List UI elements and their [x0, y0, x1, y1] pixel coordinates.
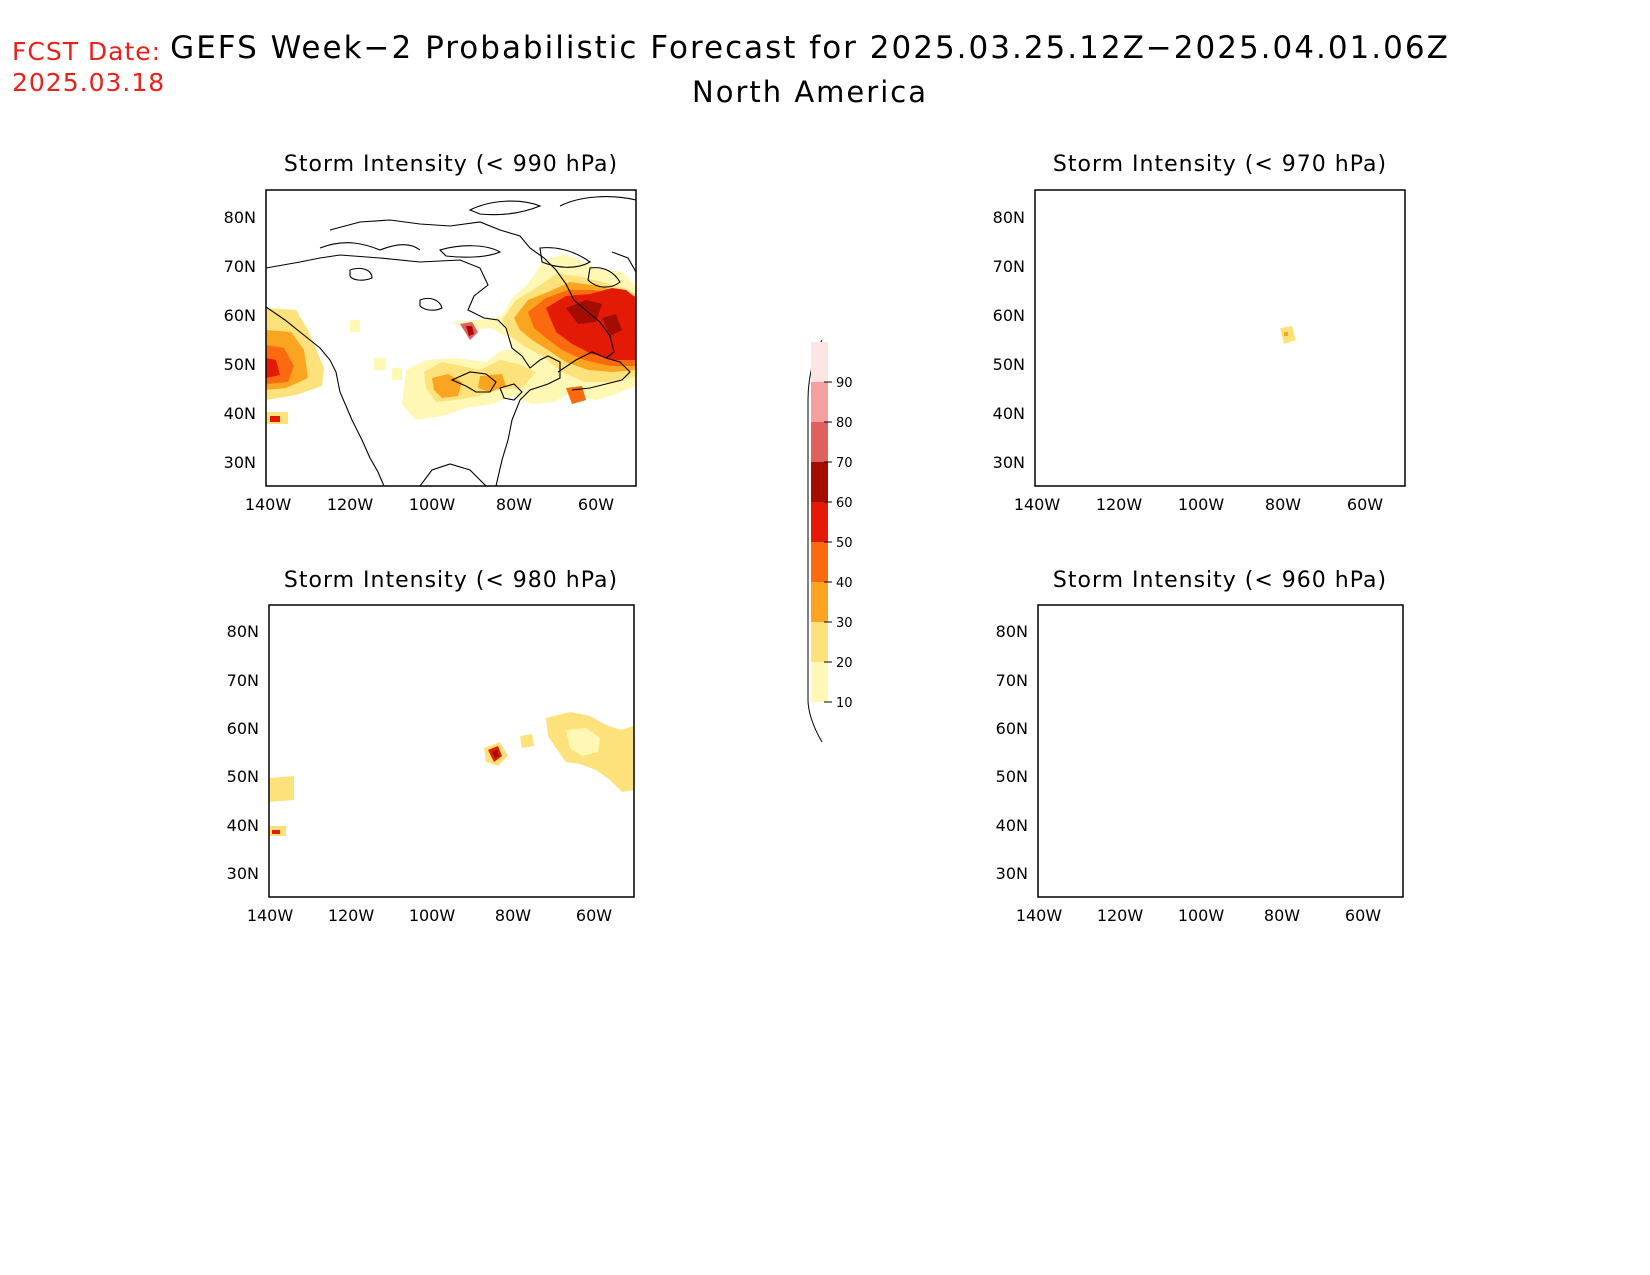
- panel-title-990: Storm Intensity (< 990 hPa): [284, 152, 618, 177]
- lat-tick: 40N: [224, 404, 256, 423]
- lat-tick: 60N: [993, 306, 1025, 325]
- colorbar-label: 80: [836, 416, 853, 431]
- colorbar-label: 50: [836, 536, 853, 551]
- lat-tick: 70N: [996, 671, 1028, 690]
- probability-shading-990: [266, 254, 636, 424]
- axis-ticks-990: 80N 70N 60N 50N 40N 30N 140W 120W 100W 8…: [224, 208, 615, 514]
- colorbar-swatch: [811, 502, 828, 542]
- colorbar-swatch: [811, 422, 828, 462]
- panel-title-970: Storm Intensity (< 970 hPa): [1053, 152, 1387, 177]
- lon-tick: 80W: [1265, 495, 1301, 514]
- panel-980: Storm Intensity (< 980 hPa): [227, 568, 635, 925]
- lon-tick: 80W: [1264, 906, 1300, 925]
- lat-tick: 70N: [227, 671, 259, 690]
- region-subtitle: North America: [692, 75, 928, 109]
- lat-tick: 80N: [993, 208, 1025, 227]
- lat-tick: 70N: [993, 257, 1025, 276]
- colorbar-label: 40: [836, 576, 853, 591]
- colorbar-label: 10: [836, 696, 853, 711]
- map-frame-990: [265, 189, 637, 487]
- lat-tick: 70N: [224, 257, 256, 276]
- colorbar-swatch: [811, 622, 828, 662]
- colorbar-swatch: [811, 662, 828, 702]
- colorbar: 10 20 30 40 50 60 70 80 90: [807, 339, 853, 743]
- axis-ticks-970: 80N 70N 60N 50N 40N 30N 140W 120W 100W 8…: [993, 208, 1384, 514]
- lat-tick: 30N: [996, 864, 1028, 883]
- lon-tick: 60W: [1345, 906, 1381, 925]
- lat-tick: 80N: [227, 622, 259, 641]
- lat-tick: 60N: [224, 306, 256, 325]
- probability-shading-980: [269, 712, 634, 836]
- lon-tick: 140W: [1016, 906, 1063, 925]
- lon-tick: 100W: [1178, 906, 1225, 925]
- lon-tick: 140W: [1014, 495, 1061, 514]
- colorbar-label: 30: [836, 616, 853, 631]
- lat-tick: 50N: [224, 355, 256, 374]
- lat-tick: 40N: [993, 404, 1025, 423]
- lon-tick: 80W: [496, 495, 532, 514]
- axis-ticks-980: 80N 70N 60N 50N 40N 30N 140W 120W 100W 8…: [227, 622, 613, 925]
- lat-tick: 40N: [227, 816, 259, 835]
- map-frame-960: [1037, 604, 1404, 898]
- colorbar-label: 20: [836, 656, 853, 671]
- lon-tick: 80W: [495, 906, 531, 925]
- lat-tick: 50N: [227, 767, 259, 786]
- lon-tick: 60W: [1347, 495, 1383, 514]
- lon-tick: 120W: [327, 495, 374, 514]
- colorbar-label: 60: [836, 496, 853, 511]
- colorbar-label: 70: [836, 456, 853, 471]
- forecast-date-value: 2025.03.18: [12, 68, 166, 97]
- lat-tick: 60N: [227, 719, 259, 738]
- lon-tick: 60W: [578, 495, 614, 514]
- lat-tick: 40N: [996, 816, 1028, 835]
- forecast-date-block: FCST Date: 2025.03.18: [12, 36, 165, 98]
- colorbar-swatch: [811, 462, 828, 502]
- lon-tick: 120W: [1097, 906, 1144, 925]
- lat-tick: 80N: [996, 622, 1028, 641]
- lat-tick: 30N: [224, 453, 256, 472]
- lon-tick: 140W: [247, 906, 294, 925]
- lat-tick: 50N: [996, 767, 1028, 786]
- coastlines-970: [1035, 197, 1405, 486]
- map-frame-980: [268, 604, 635, 898]
- lat-tick: 30N: [993, 453, 1025, 472]
- lat-tick: 60N: [996, 719, 1028, 738]
- lon-tick: 60W: [576, 906, 612, 925]
- page-title: GEFS Week−2 Probabilistic Forecast for 2…: [170, 30, 1450, 66]
- lon-tick: 120W: [1096, 495, 1143, 514]
- map-frame-970: [1034, 189, 1406, 487]
- lon-tick: 140W: [245, 495, 292, 514]
- panel-title-960: Storm Intensity (< 960 hPa): [1053, 568, 1387, 593]
- colorbar-swatch: [811, 582, 828, 622]
- axis-ticks-960: 80N 70N 60N 50N 40N 30N 140W 120W 100W 8…: [996, 622, 1382, 925]
- lon-tick: 120W: [328, 906, 375, 925]
- colorbar-label: 90: [836, 376, 853, 391]
- forecast-date-label: FCST Date:: [12, 37, 162, 66]
- panel-960: Storm Intensity (< 960 hPa) 80N 70N 60N …: [996, 568, 1404, 925]
- colorbar-swatch: [811, 342, 828, 382]
- colorbar-swatch: [811, 382, 828, 422]
- lon-tick: 100W: [409, 906, 456, 925]
- lon-tick: 100W: [1178, 495, 1225, 514]
- colorbar-swatch: [811, 542, 828, 582]
- lat-tick: 50N: [993, 355, 1025, 374]
- coastlines-960: [1038, 612, 1403, 897]
- lat-tick: 80N: [224, 208, 256, 227]
- lon-tick: 100W: [409, 495, 456, 514]
- panel-970: Storm Intensity (< 970 hPa) 80N: [993, 152, 1406, 514]
- panel-title-980: Storm Intensity (< 980 hPa): [284, 568, 618, 593]
- panel-990: Storm Intensity (< 990 hPa): [224, 152, 637, 514]
- coastlines-990: [266, 196, 636, 486]
- lat-tick: 30N: [227, 864, 259, 883]
